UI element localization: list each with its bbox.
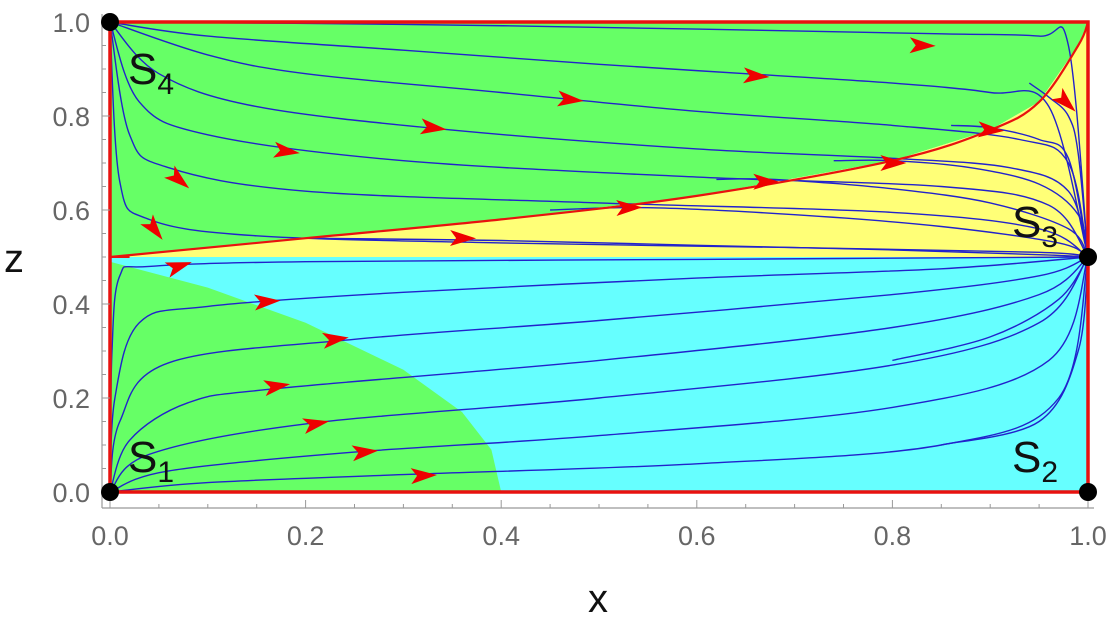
x-tick-label: 0.4 <box>482 521 520 551</box>
trajectory-line <box>941 256 1089 446</box>
equilibrium-point <box>1079 483 1097 501</box>
trajectory-line <box>109 21 1089 258</box>
flow-arrow <box>302 418 330 435</box>
equilibrium-label: S4 <box>128 45 174 101</box>
flow-arrow <box>743 67 770 84</box>
y-tick-label: 0.8 <box>52 102 90 132</box>
flow-arrow <box>164 262 192 278</box>
equilibrium-label: S3 <box>1012 198 1058 254</box>
trajectory-line <box>892 256 1089 362</box>
y-tick-label: 0.2 <box>52 384 90 414</box>
trajectory-line <box>109 21 1089 258</box>
flow-arrow <box>410 468 437 485</box>
trajectory-line <box>109 21 1089 258</box>
phase-regions <box>110 22 1088 492</box>
y-tick-label: 0.0 <box>52 478 90 508</box>
flow-arrow <box>321 332 349 349</box>
flow-arrow <box>263 380 291 397</box>
trajectory-line <box>109 256 1089 493</box>
x-axis-label: x <box>588 577 608 621</box>
flow-arrow <box>1051 87 1076 112</box>
y-axis-label: z <box>4 237 24 281</box>
flow-arrow <box>616 199 643 216</box>
flow-arrow <box>273 141 300 158</box>
trajectory-line <box>109 21 1089 258</box>
y-tick-label: 1.0 <box>52 8 90 38</box>
trajectory-line <box>109 256 1089 493</box>
axes: 0.0 0.2 0.4 0.6 0.8 1.0 0.0 0.2 0.4 0.6 0.8 1.0 <box>52 8 1106 551</box>
x-tick-label: 1.0 <box>1069 521 1107 551</box>
region-green-lower <box>110 261 502 492</box>
flow-arrow <box>351 445 379 462</box>
flow-arrow <box>977 121 1005 138</box>
trajectory-line <box>550 206 1089 258</box>
equilibrium-label: S2 <box>1012 433 1058 489</box>
y-tick-label: 0.6 <box>52 196 90 226</box>
trajectory-line <box>109 256 1089 493</box>
x-tick-label: 0.0 <box>91 521 129 551</box>
flow-arrow <box>450 230 477 247</box>
y-tick-label: 0.4 <box>52 290 90 320</box>
equilibrium-point <box>101 483 119 501</box>
trajectory-line <box>109 256 1089 493</box>
equilibrium-label: S1 <box>128 433 174 489</box>
x-tick-label: 0.2 <box>287 521 325 551</box>
trajectory-line <box>109 256 1089 493</box>
flow-arrow <box>140 214 163 240</box>
flow-arrows <box>140 37 1076 485</box>
trajectory-line <box>1028 82 1089 258</box>
trajectory-line <box>109 256 1089 493</box>
x-tick-label: 0.8 <box>874 521 912 551</box>
flow-arrow <box>880 155 907 171</box>
region-green-upper <box>110 22 1088 257</box>
trajectory-line <box>109 21 1089 258</box>
flow-arrow <box>909 37 936 54</box>
equilibrium-point <box>1079 248 1097 266</box>
trajectory-line <box>951 124 1089 258</box>
trajectory-line <box>109 256 1089 493</box>
equilibrium-points: S1 S2 S3 S4 <box>101 13 1097 501</box>
flow-arrow <box>753 173 780 190</box>
flow-arrow <box>556 90 584 107</box>
separatrix-line <box>109 21 1090 259</box>
region-yellow <box>110 22 1088 257</box>
x-tick-label: 0.6 <box>678 521 716 551</box>
flow-arrow <box>253 294 281 311</box>
trajectory-line <box>716 178 1089 258</box>
flow-arrow <box>164 165 190 189</box>
flow-arrow <box>419 118 447 135</box>
equilibrium-point <box>101 13 119 31</box>
trajectory-line <box>109 21 1089 258</box>
